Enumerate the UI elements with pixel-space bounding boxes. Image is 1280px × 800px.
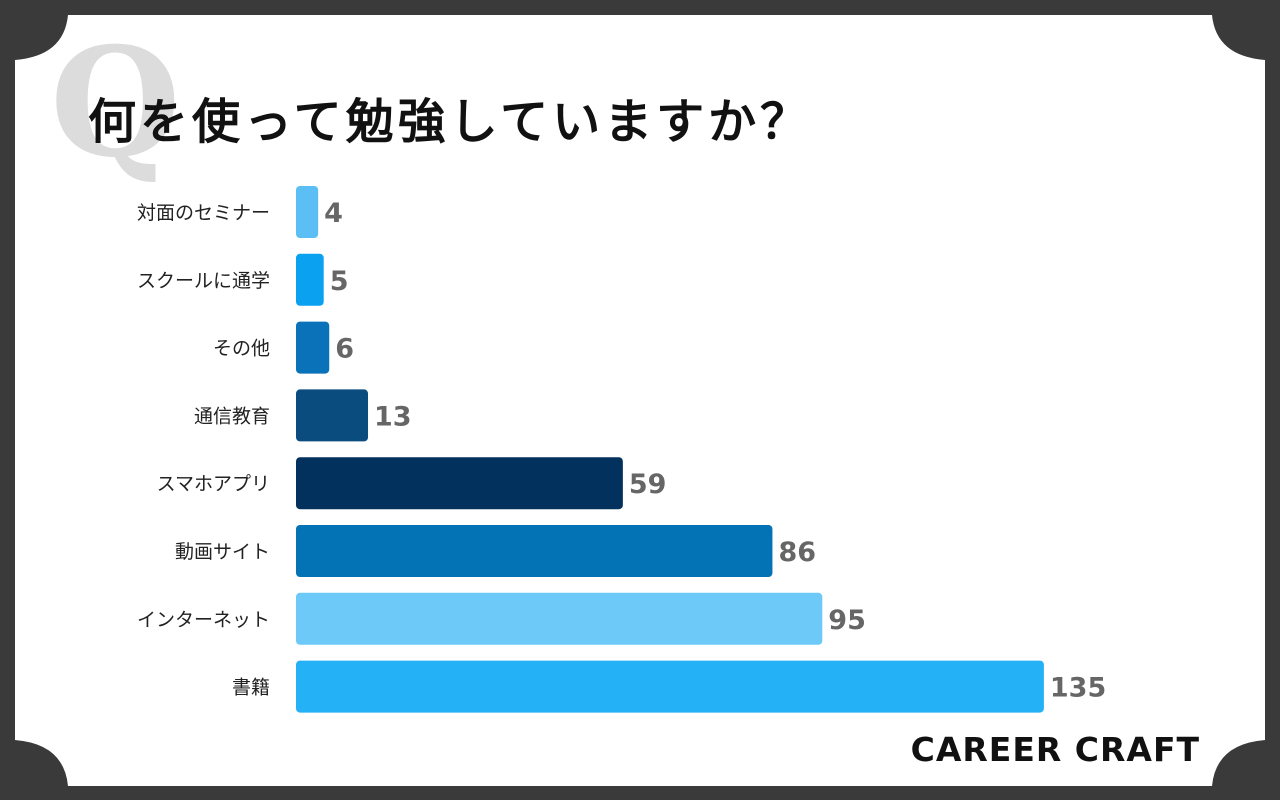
bar-0 [296, 186, 319, 238]
value-label-4: 59 [629, 469, 667, 500]
category-label-1: スクールに通学 [137, 270, 270, 292]
brand-logo: CAREER CRAFT [910, 730, 1200, 769]
category-label-2: その他 [213, 338, 270, 360]
chart-title: 何を使って勉強していますか？ [88, 94, 813, 150]
category-label-3: 通信教育 [194, 405, 270, 427]
category-label-5: 動画サイト [175, 541, 270, 563]
bar-2 [296, 321, 330, 374]
category-label-0: 対面のセミナー [137, 202, 270, 224]
q-mark-icon: Q [50, 15, 181, 191]
value-label-7: 135 [1050, 673, 1106, 704]
bar-6 [296, 592, 823, 645]
bar-7 [296, 660, 1044, 713]
category-label-7: 書籍 [232, 677, 270, 699]
bar-3 [296, 389, 369, 442]
value-label-1: 5 [330, 266, 349, 297]
value-label-2: 6 [335, 334, 354, 365]
value-label-3: 13 [374, 401, 412, 432]
bar-4 [296, 457, 623, 510]
bar-1 [296, 253, 324, 306]
category-label-6: インターネット [137, 609, 270, 631]
value-label-6: 95 [828, 605, 866, 636]
bar-5 [296, 525, 773, 577]
value-label-5: 86 [778, 537, 816, 568]
value-label-0: 4 [324, 198, 343, 229]
category-label-4: スマホアプリ [157, 473, 270, 495]
